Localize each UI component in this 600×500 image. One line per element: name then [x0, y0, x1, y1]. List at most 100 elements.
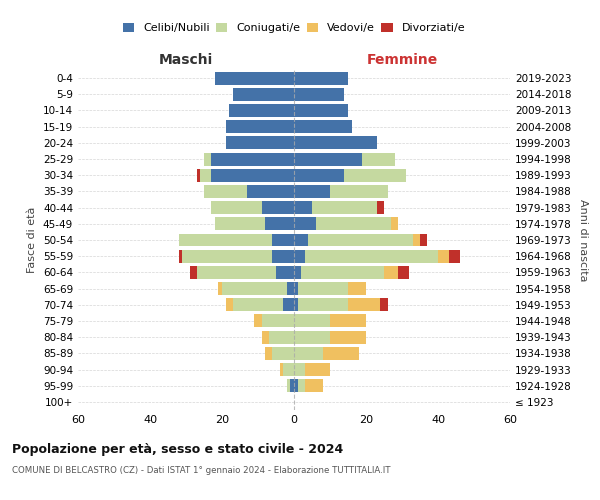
Bar — [218, 282, 294, 295]
Bar — [265, 218, 294, 230]
Bar — [294, 218, 398, 230]
Bar — [254, 314, 294, 328]
Bar — [262, 314, 294, 328]
Bar — [215, 218, 294, 230]
Bar — [226, 120, 294, 133]
Bar — [294, 104, 348, 117]
Bar — [215, 218, 294, 230]
Bar — [294, 363, 330, 376]
Bar — [197, 266, 294, 279]
Bar — [294, 104, 348, 117]
Bar — [215, 72, 294, 85]
Y-axis label: Fasce di età: Fasce di età — [28, 207, 37, 273]
Bar — [294, 298, 380, 311]
Bar — [226, 120, 294, 133]
Bar — [294, 120, 352, 133]
Bar — [229, 104, 294, 117]
Bar — [229, 104, 294, 117]
Bar — [287, 379, 294, 392]
Bar — [287, 379, 294, 392]
Text: COMUNE DI BELCASTRO (CZ) - Dati ISTAT 1° gennaio 2024 - Elaborazione TUTTITALIA.: COMUNE DI BELCASTRO (CZ) - Dati ISTAT 1°… — [12, 466, 391, 475]
Bar — [179, 234, 294, 246]
Bar — [222, 282, 294, 295]
Bar — [215, 72, 294, 85]
Bar — [254, 314, 294, 328]
Bar — [294, 314, 366, 328]
Y-axis label: Anni di nascita: Anni di nascita — [578, 198, 588, 281]
Bar — [294, 169, 406, 181]
Bar — [200, 169, 294, 181]
Bar — [294, 120, 352, 133]
Bar — [294, 136, 377, 149]
Bar — [294, 250, 460, 262]
Bar — [294, 314, 366, 328]
Bar — [272, 250, 294, 262]
Bar — [204, 185, 294, 198]
Bar — [280, 363, 294, 376]
Bar — [294, 250, 305, 262]
Bar — [272, 347, 294, 360]
Bar — [294, 120, 352, 133]
Bar — [215, 72, 294, 85]
Bar — [294, 185, 388, 198]
Bar — [294, 379, 298, 392]
Text: Popolazione per età, sesso e stato civile - 2024: Popolazione per età, sesso e stato civil… — [12, 442, 343, 456]
Bar — [233, 298, 294, 311]
Bar — [294, 250, 438, 262]
Bar — [269, 330, 294, 344]
Bar — [287, 282, 294, 295]
Bar — [215, 218, 294, 230]
Bar — [294, 266, 384, 279]
Bar — [294, 250, 449, 262]
Bar — [294, 72, 348, 85]
Bar — [294, 347, 323, 360]
Bar — [262, 330, 294, 344]
Bar — [294, 298, 388, 311]
Bar — [294, 201, 377, 214]
Bar — [294, 379, 323, 392]
Bar — [290, 379, 294, 392]
Bar — [182, 250, 294, 262]
Bar — [283, 298, 294, 311]
Bar — [294, 201, 312, 214]
Bar — [265, 347, 294, 360]
Bar — [262, 201, 294, 214]
Bar — [294, 136, 377, 149]
Bar — [211, 169, 294, 181]
Bar — [262, 330, 294, 344]
Bar — [294, 120, 352, 133]
Bar — [294, 169, 344, 181]
Bar — [294, 104, 348, 117]
Bar — [294, 347, 359, 360]
Bar — [294, 152, 395, 166]
Bar — [294, 88, 344, 101]
Bar — [294, 282, 298, 295]
Bar — [283, 363, 294, 376]
Bar — [294, 379, 305, 392]
Bar — [294, 88, 344, 101]
Bar — [294, 330, 366, 344]
Bar — [218, 282, 294, 295]
Bar — [280, 363, 294, 376]
Bar — [226, 136, 294, 149]
Bar — [179, 234, 294, 246]
Bar — [204, 185, 294, 198]
Bar — [197, 266, 294, 279]
Bar — [294, 88, 344, 101]
Bar — [294, 314, 330, 328]
Bar — [294, 347, 359, 360]
Bar — [179, 250, 294, 262]
Bar — [294, 185, 388, 198]
Bar — [226, 136, 294, 149]
Bar — [294, 363, 330, 376]
Bar — [294, 234, 427, 246]
Bar — [294, 104, 348, 117]
Text: Femmine: Femmine — [367, 53, 437, 67]
Bar — [294, 298, 298, 311]
Bar — [294, 72, 348, 85]
Bar — [294, 266, 409, 279]
Bar — [294, 201, 377, 214]
Bar — [182, 250, 294, 262]
Bar — [211, 152, 294, 166]
Bar — [294, 218, 391, 230]
